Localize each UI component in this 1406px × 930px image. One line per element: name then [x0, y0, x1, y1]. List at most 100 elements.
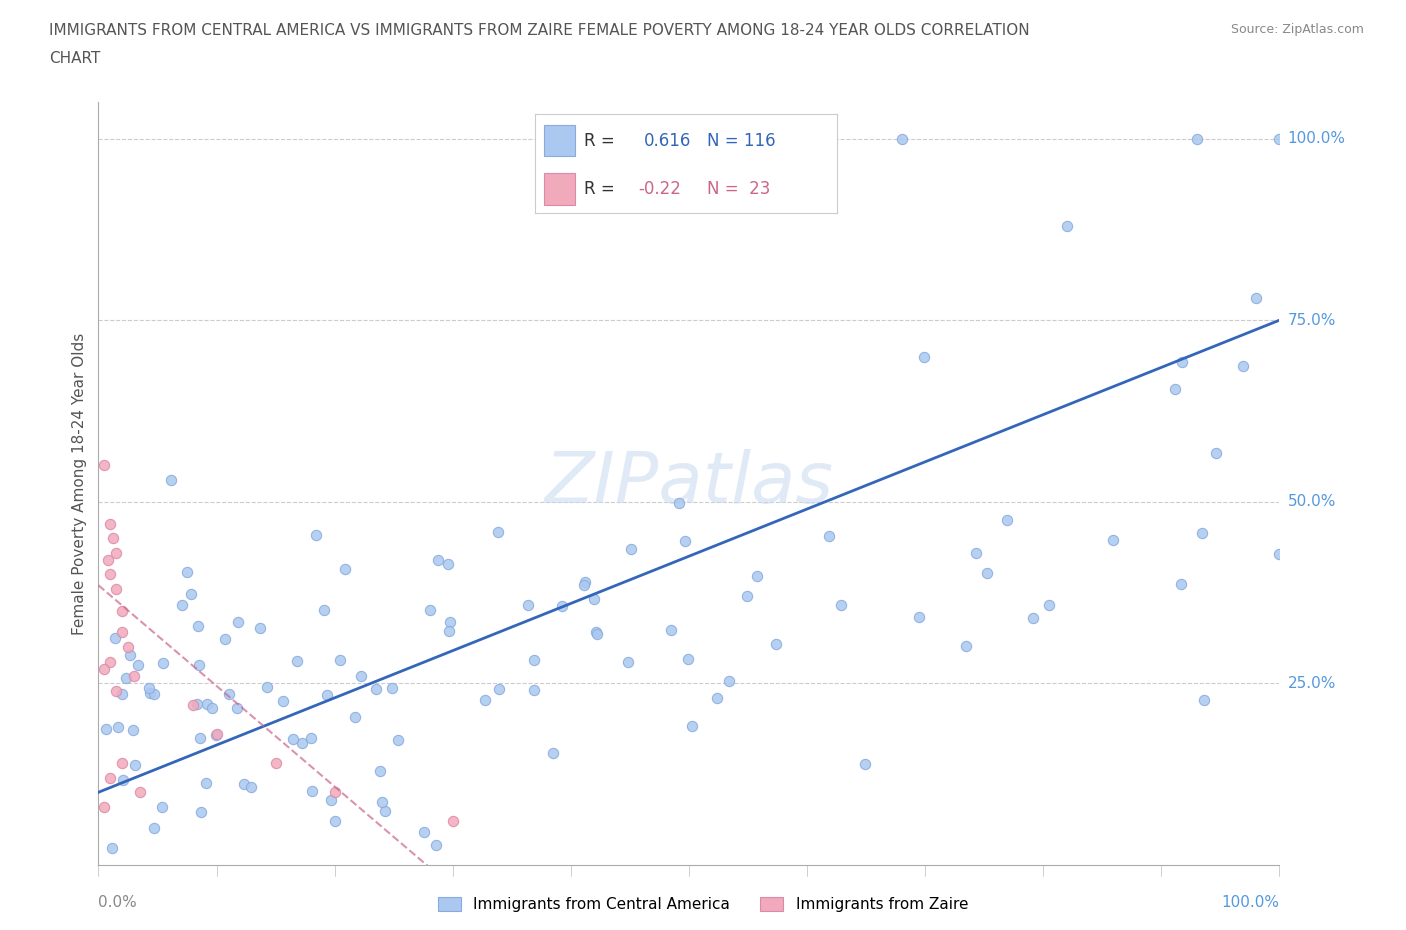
- Point: [316, 688, 339, 703]
- Point: [186, 697, 208, 711]
- Point: [735, 589, 758, 604]
- Point: [488, 681, 510, 696]
- Point: [1101, 533, 1123, 548]
- Point: [305, 528, 328, 543]
- Text: 100.0%: 100.0%: [1222, 896, 1279, 910]
- Legend: Immigrants from Central America, Immigrants from Zaire: Immigrants from Central America, Immigra…: [432, 891, 974, 918]
- Point: [955, 639, 977, 654]
- Point: [572, 578, 595, 592]
- Text: 75.0%: 75.0%: [1288, 312, 1336, 327]
- Point: [160, 473, 183, 488]
- Point: [111, 686, 134, 701]
- Point: [659, 623, 682, 638]
- Point: [128, 785, 150, 800]
- Point: [718, 674, 741, 689]
- Point: [176, 565, 198, 579]
- Point: [617, 655, 640, 670]
- Text: 25.0%: 25.0%: [1288, 676, 1336, 691]
- Text: Source: ZipAtlas.com: Source: ZipAtlas.com: [1230, 23, 1364, 36]
- Point: [94, 722, 117, 737]
- Point: [1205, 445, 1227, 460]
- Point: [190, 804, 212, 819]
- Point: [350, 669, 373, 684]
- Point: [299, 731, 322, 746]
- Point: [419, 603, 441, 618]
- Point: [180, 587, 202, 602]
- Point: [673, 534, 696, 549]
- Point: [112, 772, 135, 787]
- Point: [98, 654, 121, 669]
- Point: [676, 651, 699, 666]
- Point: [93, 458, 115, 472]
- Point: [551, 599, 574, 614]
- Point: [368, 764, 391, 778]
- Point: [412, 825, 434, 840]
- Point: [139, 685, 162, 700]
- Point: [321, 792, 343, 807]
- Point: [370, 794, 392, 809]
- Y-axis label: Female Poverty Among 18-24 Year Olds: Female Poverty Among 18-24 Year Olds: [72, 333, 87, 635]
- Point: [1244, 291, 1267, 306]
- Point: [1268, 547, 1291, 562]
- Point: [249, 620, 271, 635]
- Point: [98, 770, 121, 785]
- Point: [142, 687, 165, 702]
- Point: [1185, 131, 1208, 146]
- Point: [620, 541, 643, 556]
- Point: [232, 777, 254, 791]
- Point: [226, 615, 249, 630]
- Point: [1164, 381, 1187, 396]
- Point: [187, 619, 209, 634]
- Point: [127, 658, 149, 672]
- Point: [1268, 131, 1291, 146]
- Point: [115, 671, 138, 685]
- Point: [188, 730, 211, 745]
- Point: [523, 653, 546, 668]
- Point: [582, 591, 605, 606]
- Point: [439, 615, 461, 630]
- Point: [124, 758, 146, 773]
- Point: [111, 625, 134, 640]
- Point: [830, 598, 852, 613]
- Point: [374, 804, 396, 818]
- Point: [329, 653, 352, 668]
- Point: [101, 531, 124, 546]
- Point: [283, 732, 305, 747]
- Point: [1038, 597, 1060, 612]
- Point: [1022, 610, 1045, 625]
- Point: [543, 746, 565, 761]
- Point: [195, 697, 218, 711]
- Point: [118, 648, 141, 663]
- Point: [271, 693, 294, 708]
- Point: [104, 631, 127, 645]
- Point: [1056, 219, 1078, 233]
- Point: [97, 552, 120, 567]
- Point: [93, 661, 115, 676]
- Point: [187, 658, 209, 672]
- Point: [343, 710, 366, 724]
- Point: [364, 682, 387, 697]
- Point: [1170, 354, 1192, 369]
- Point: [93, 800, 115, 815]
- Point: [912, 350, 935, 365]
- Text: CHART: CHART: [49, 51, 101, 66]
- Point: [333, 562, 356, 577]
- Point: [853, 757, 876, 772]
- Point: [574, 575, 596, 590]
- Point: [668, 496, 690, 511]
- Point: [890, 131, 912, 146]
- Point: [425, 837, 447, 852]
- Point: [225, 700, 247, 715]
- Point: [105, 545, 128, 560]
- Point: [765, 636, 787, 651]
- Point: [205, 728, 228, 743]
- Point: [101, 841, 124, 856]
- Point: [117, 640, 139, 655]
- Point: [523, 683, 546, 698]
- Point: [818, 529, 841, 544]
- Point: [387, 733, 409, 748]
- Point: [908, 609, 931, 624]
- Point: [138, 681, 160, 696]
- Point: [441, 814, 464, 829]
- Point: [181, 698, 204, 712]
